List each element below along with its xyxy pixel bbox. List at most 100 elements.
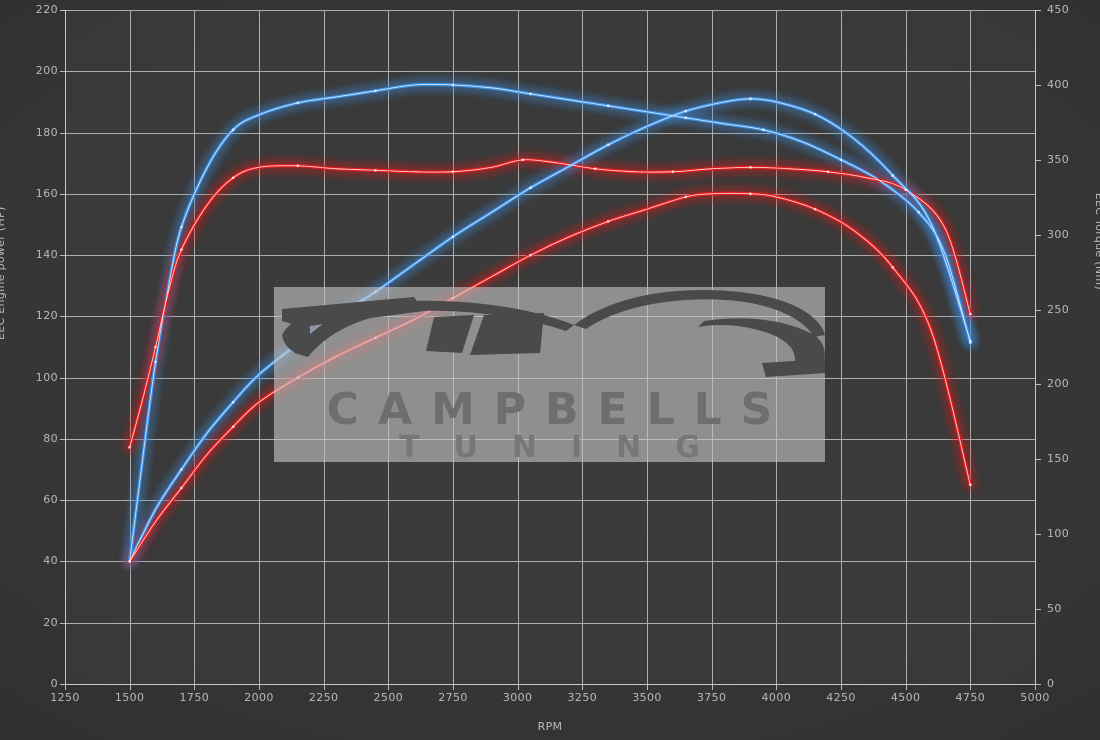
x-axis-tick-mark — [323, 685, 325, 690]
y-axis-left-spine — [65, 10, 66, 684]
y-axis-right-title: EEC Torque (Nm) — [1093, 192, 1100, 290]
x-axis-tick-label: 2500 — [373, 691, 404, 704]
x-axis-tick-label: 4500 — [890, 691, 921, 704]
x-axis-tick-label: 4250 — [826, 691, 856, 704]
y-axis-left-tick-label: 20 — [43, 615, 58, 629]
x-axis-tick-label: 3500 — [632, 691, 662, 704]
y-axis-left-tick-mark — [60, 684, 65, 685]
gridline-vertical — [776, 10, 778, 684]
gridline-vertical — [129, 10, 131, 684]
gridline-vertical — [388, 10, 390, 684]
y-axis-right-tick-label: 450 — [1047, 3, 1070, 16]
y-axis-right-tick-label: 100 — [1047, 527, 1070, 541]
x-axis-tick-mark — [129, 685, 131, 690]
y-axis-right-spine — [1035, 10, 1036, 684]
x-axis-tick-label: 1500 — [114, 691, 145, 704]
x-axis-tick-mark — [453, 685, 454, 690]
y-axis-left-tick-label: 0 — [50, 677, 58, 690]
y-axis-right-tick-label: 400 — [1047, 77, 1070, 91]
y-axis-left-tick-label: 100 — [35, 370, 58, 384]
y-axis-right-tick-mark — [1036, 159, 1041, 161]
gridline-horizontal — [65, 622, 1035, 624]
x-axis-tick-label: 2250 — [308, 691, 339, 704]
y-axis-left-tick-label: 60 — [43, 493, 58, 507]
gridline-horizontal — [65, 561, 1035, 563]
x-axis-tick-label: 1750 — [179, 691, 210, 704]
y-axis-right-tick-mark — [1036, 609, 1041, 611]
x-axis-tick-label: 3000 — [502, 691, 533, 704]
y-axis-left-tick-label: 180 — [35, 125, 58, 139]
y-axis-left-tick-label: 80 — [43, 431, 58, 445]
y-axis-left-tick-label: 220 — [35, 3, 58, 16]
x-axis-tick-mark — [1035, 685, 1036, 690]
gridline-vertical — [517, 10, 519, 684]
y-axis-left-tick-label: 160 — [35, 186, 58, 200]
y-axis-right-tick-mark — [1036, 10, 1041, 11]
y-axis-right-tick-mark — [1036, 309, 1041, 311]
y-axis-left-tick-mark — [60, 622, 65, 624]
y-axis-left-title: EEC Engine power (HP) — [0, 206, 7, 340]
y-axis-right-tick-label: 150 — [1047, 452, 1070, 466]
x-axis-tick-mark — [259, 685, 260, 690]
x-axis-tick-mark — [65, 685, 66, 690]
gridline-vertical — [711, 10, 713, 684]
gridline-horizontal — [65, 500, 1035, 502]
y-axis-right-tick-mark — [1036, 459, 1041, 461]
y-axis-left-tick-mark — [60, 316, 65, 318]
x-axis-tick-mark — [841, 685, 842, 690]
y-axis-right-tick-mark — [1036, 534, 1041, 536]
y-axis-left-tick-mark — [60, 500, 65, 502]
y-axis-right-tick-label: 250 — [1047, 302, 1070, 316]
gridline-vertical — [194, 10, 196, 684]
y-axis-right-tick-mark — [1036, 384, 1041, 386]
gridline-horizontal — [65, 71, 1035, 73]
gridline-vertical — [647, 10, 648, 684]
x-axis-tick-mark — [517, 685, 519, 690]
y-axis-left-tick-mark — [60, 71, 65, 73]
x-axis-tick-mark — [582, 685, 584, 690]
y-axis-right-tick-label: 300 — [1047, 227, 1070, 241]
gridline-vertical — [259, 10, 260, 684]
gridline-vertical — [841, 10, 842, 684]
gridline-vertical — [970, 10, 972, 684]
gridline-horizontal — [65, 10, 1035, 11]
x-axis-tick-label: 2000 — [244, 691, 274, 704]
gridline-horizontal — [65, 132, 1035, 134]
y-axis-left-tick-mark — [60, 377, 65, 379]
y-axis-right-tick-label: 50 — [1047, 602, 1062, 616]
x-axis-tick-label: 3250 — [567, 691, 598, 704]
gridline-horizontal — [65, 438, 1035, 440]
y-axis-right-tick-mark — [1036, 84, 1041, 86]
gridline-horizontal — [65, 377, 1035, 379]
x-axis-tick-mark — [905, 685, 907, 690]
y-axis-left-tick-mark — [60, 255, 65, 257]
y-axis-left-tick-label: 120 — [35, 309, 58, 323]
x-axis-tick-mark — [194, 685, 196, 690]
gridline-horizontal — [65, 255, 1035, 257]
x-axis-tick-label: 4750 — [955, 691, 986, 704]
x-axis-tick-mark — [711, 685, 713, 690]
x-axis-tick-mark — [776, 685, 778, 690]
x-axis-tick-mark — [388, 685, 390, 690]
gridline-horizontal — [65, 316, 1035, 318]
y-axis-right-tick-mark — [1036, 234, 1041, 236]
y-axis-left-tick-mark — [60, 132, 65, 134]
x-axis-tick-label: 1250 — [50, 691, 80, 704]
gridline-vertical — [323, 10, 325, 684]
y-axis-right-tick-label: 350 — [1047, 152, 1070, 166]
x-axis-tick-label: 2750 — [438, 691, 468, 704]
y-axis-right-tick-label: 200 — [1047, 377, 1070, 391]
gridline-vertical — [905, 10, 907, 684]
y-axis-left-tick-label: 200 — [35, 64, 58, 78]
y-axis-left-tick-mark — [60, 10, 65, 11]
x-axis-tick-label: 4000 — [761, 691, 792, 704]
y-axis-left-tick-label: 40 — [43, 554, 58, 568]
y-axis-left-tick-mark — [60, 193, 65, 195]
x-axis-spine — [65, 684, 1036, 685]
x-axis-tick-mark — [970, 685, 972, 690]
y-axis-right-tick-label: 0 — [1047, 677, 1055, 690]
y-axis-left-tick-label: 140 — [35, 248, 58, 262]
y-axis-left-tick-mark — [60, 438, 65, 440]
x-axis-tick-label: 5000 — [1020, 691, 1050, 704]
